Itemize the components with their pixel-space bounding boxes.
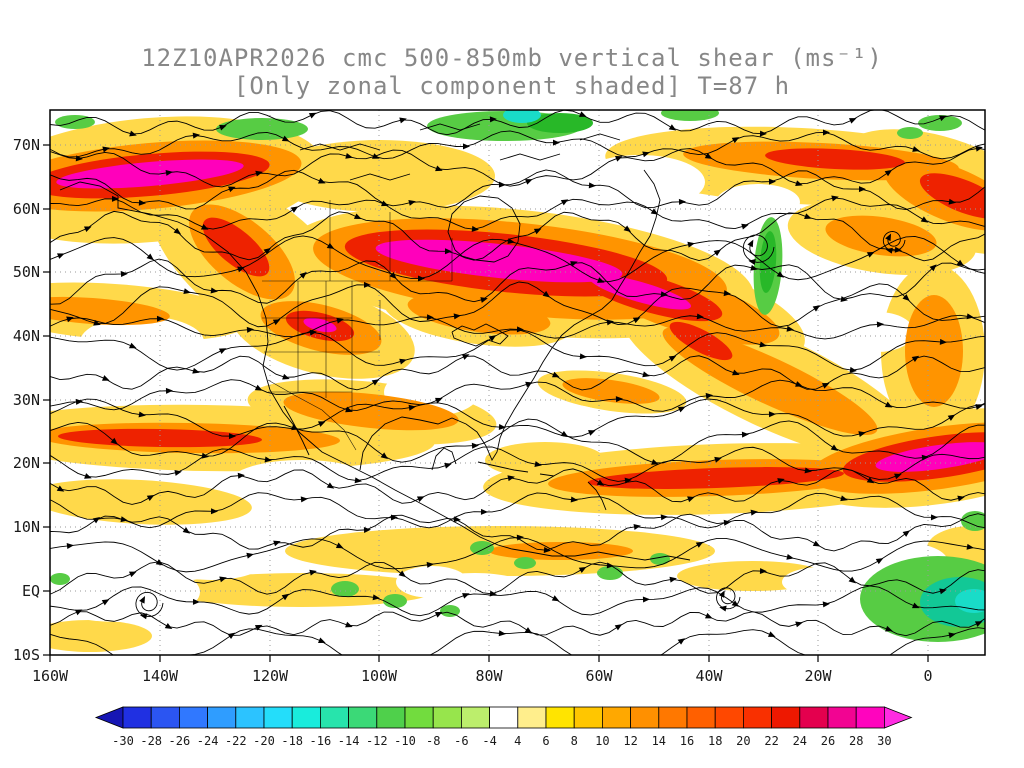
colorbar-segment xyxy=(686,706,716,729)
colorbar-tick-label: 18 xyxy=(708,734,722,748)
colorbar-segment xyxy=(602,706,632,729)
lon-tick-label: 100W xyxy=(361,667,398,685)
colorbar-tick-label: 16 xyxy=(680,734,694,748)
colorbar: -30 -28 -26 -24 -22 -20 -18 -16 -14 -12 -10 -8 -6 -4 4… xyxy=(94,706,913,748)
colorbar-tick-label: -30 xyxy=(112,734,134,748)
colorbar-segment xyxy=(150,706,180,729)
coastline-layer xyxy=(59,123,691,561)
lon-tick-label: 60W xyxy=(585,667,613,685)
chart-title-line2: [Only zonal component shaded] T=87 h xyxy=(233,72,791,100)
colorbar-left-arrow xyxy=(94,706,124,729)
colorbar-segment xyxy=(630,706,660,729)
colorbar-tick-label: -4 xyxy=(482,734,496,748)
colorbar-tick-label: -28 xyxy=(140,734,162,748)
colorbar-segment xyxy=(376,706,406,729)
lon-tick-label: 140W xyxy=(142,667,179,685)
colorbar-tick-label: 24 xyxy=(793,734,807,748)
colorbar-tick-label: 20 xyxy=(736,734,750,748)
colorbar-tick-label: 14 xyxy=(652,734,666,748)
colorbar-tick-label: -6 xyxy=(454,734,468,748)
colorbar-segment xyxy=(743,706,773,729)
lon-tick-label: 80W xyxy=(475,667,503,685)
colorbar-tick-label: 26 xyxy=(821,734,835,748)
colorbar-tick-label: 22 xyxy=(764,734,778,748)
colorbar-tick-label: -10 xyxy=(394,734,416,748)
colorbar-tick-label: 30 xyxy=(877,734,891,748)
shading-layer xyxy=(50,110,985,652)
colorbar-segment xyxy=(714,706,744,729)
lon-tick-label: 20W xyxy=(804,667,832,685)
colorbar-segment xyxy=(460,706,490,729)
colorbar-segment xyxy=(771,706,801,729)
map-frame xyxy=(49,109,986,656)
chart-title-line1: 12Z10APR2026 cmc 500-850mb vertical shea… xyxy=(141,44,883,72)
lat-tick-label: 20N xyxy=(13,454,40,472)
lat-tick-label: EQ xyxy=(22,582,40,600)
lon-tick-label: 40W xyxy=(695,667,723,685)
colorbar-right-arrow xyxy=(884,706,913,729)
colorbar-segment xyxy=(207,706,237,729)
lon-tick-label: 0 xyxy=(923,667,932,685)
colorbar-segment xyxy=(855,706,885,729)
lat-tick-label: 30N xyxy=(13,391,40,409)
lat-tick-label: 10N xyxy=(13,518,40,536)
colorbar-tick-label: 28 xyxy=(849,734,863,748)
axes-layer: 70N 60N 50N 40N 30N 20N 10N EQ 10S 160W 140W 120W 10… xyxy=(13,109,986,685)
colorbar-tick-label: 4 xyxy=(514,734,521,748)
colorbar-segment xyxy=(291,706,321,729)
lat-tick-label: 60N xyxy=(13,200,40,218)
colorbar-segment xyxy=(489,706,519,729)
colorbar-segment xyxy=(263,706,293,729)
colorbar-tick-label: -22 xyxy=(225,734,247,748)
colorbar-tick-label: 12 xyxy=(623,734,637,748)
lat-tick-label: 50N xyxy=(13,263,40,281)
colorbar-segment xyxy=(545,706,575,729)
colorbar-tick-label: -16 xyxy=(310,734,332,748)
lat-tick-label: 10S xyxy=(13,646,40,664)
colorbar-segment xyxy=(235,706,265,729)
lon-tick-label: 120W xyxy=(252,667,289,685)
colorbar-tick-label: -24 xyxy=(197,734,219,748)
colorbar-tick-label: -14 xyxy=(338,734,360,748)
colorbar-tick-label: -12 xyxy=(366,734,388,748)
colorbar-segment xyxy=(799,706,829,729)
lat-tick-label: 70N xyxy=(13,136,40,154)
colorbar-segment xyxy=(122,706,152,729)
streamline-layer xyxy=(50,110,985,655)
colorbar-segment xyxy=(432,706,462,729)
lon-tick-label: 160W xyxy=(32,667,69,685)
colorbar-segment xyxy=(178,706,208,729)
colorbar-segment xyxy=(348,706,378,729)
colorbar-tick-label: -20 xyxy=(253,734,275,748)
colorbar-tick-label: -8 xyxy=(426,734,440,748)
lat-tick-label: 40N xyxy=(13,327,40,345)
colorbar-segment xyxy=(573,706,603,729)
colorbar-segment xyxy=(319,706,349,729)
colorbar-tick-label: 10 xyxy=(595,734,609,748)
colorbar-segment xyxy=(404,706,434,729)
colorbar-tick-label: 8 xyxy=(571,734,578,748)
colorbar-tick-label: 6 xyxy=(542,734,549,748)
colorbar-segment xyxy=(517,706,547,729)
colorbar-tick-label: -18 xyxy=(281,734,303,748)
colorbar-tick-label: -26 xyxy=(169,734,191,748)
colorbar-segment xyxy=(827,706,857,729)
colorbar-segment xyxy=(658,706,688,729)
